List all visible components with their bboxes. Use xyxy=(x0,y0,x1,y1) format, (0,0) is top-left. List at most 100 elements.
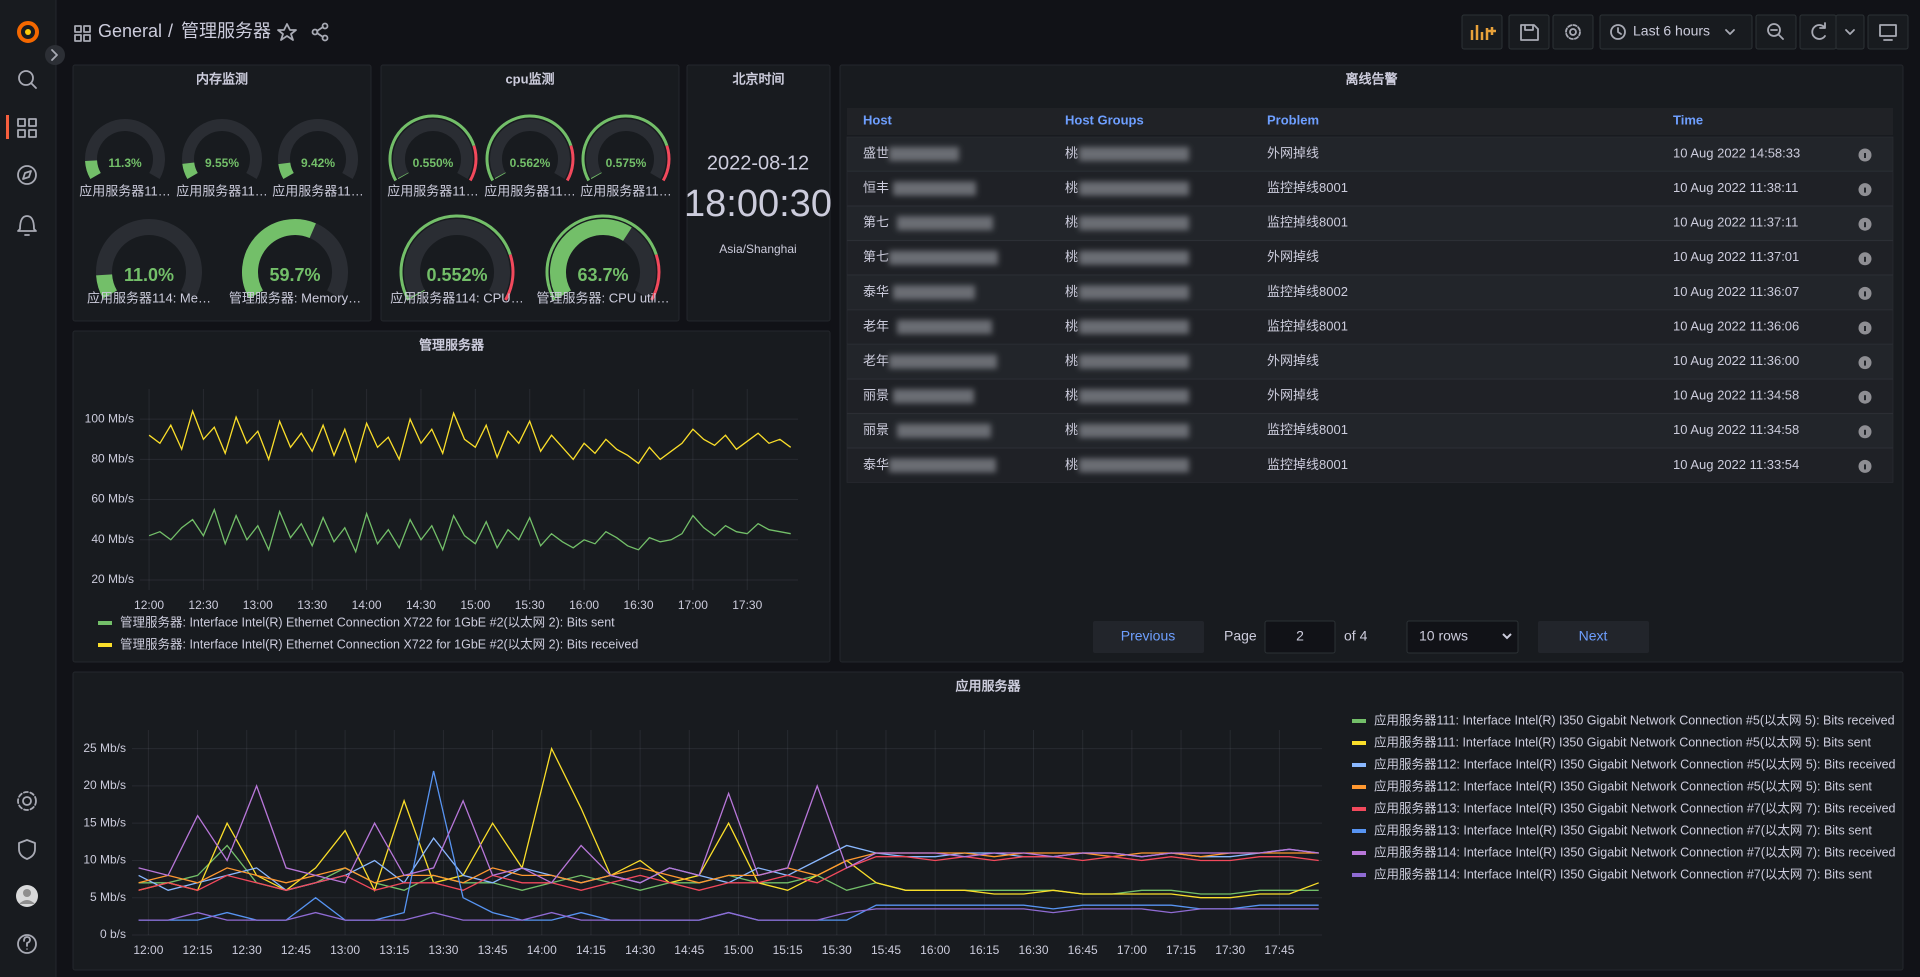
legend-swatch[interactable] xyxy=(1352,785,1366,789)
legend-swatch[interactable] xyxy=(1352,851,1366,855)
column-header[interactable]: Problem xyxy=(1267,112,1319,127)
table-cell: 外网掉线 xyxy=(1267,249,1319,264)
x-tick-label: 16:15 xyxy=(969,943,999,957)
share-button[interactable] xyxy=(311,22,329,42)
table-cell: 桃 xyxy=(1065,215,1078,230)
redacted-host xyxy=(897,423,991,438)
gauge-value xyxy=(278,162,294,179)
sidebar-expand[interactable] xyxy=(45,45,65,65)
legend-swatch[interactable] xyxy=(98,643,112,647)
save-button[interactable] xyxy=(1508,14,1550,50)
gauge-value-label: 59.7% xyxy=(269,265,320,285)
legend-swatch[interactable] xyxy=(1352,763,1366,767)
legend-label[interactable]: 应用服务器111: Interface Intel(R) I350 Gigabi… xyxy=(1374,734,1871,749)
refresh-button[interactable] xyxy=(1799,14,1837,50)
config-icon[interactable] xyxy=(17,791,37,811)
gauge-track xyxy=(85,119,165,179)
help-icon[interactable] xyxy=(17,934,37,954)
page-number: 2 xyxy=(1296,628,1304,644)
column-header[interactable]: Host xyxy=(863,112,893,127)
legend-swatch[interactable] xyxy=(1352,873,1366,877)
gauge-value-label: 63.7% xyxy=(577,265,628,285)
rows-select[interactable] xyxy=(1406,620,1519,654)
legend-label[interactable]: 应用服务器112: Interface Intel(R) I350 Gigabi… xyxy=(1374,778,1872,793)
grafana-logo[interactable] xyxy=(17,21,39,43)
y-tick-label: 25 Mb/s xyxy=(83,741,126,755)
page-count: of 4 xyxy=(1344,628,1368,644)
time-range: Last 6 hours xyxy=(1633,23,1710,39)
column-header[interactable]: Time xyxy=(1673,112,1703,127)
alerting-icon[interactable] xyxy=(17,215,37,236)
x-tick-label: 15:45 xyxy=(871,943,901,957)
x-tick-label: 15:30 xyxy=(822,943,852,957)
x-tick-label: 13:30 xyxy=(428,943,458,957)
legend-swatch[interactable] xyxy=(1352,719,1366,723)
x-tick-label: 17:00 xyxy=(678,598,708,612)
gauge-threshold xyxy=(399,214,512,301)
next-button[interactable] xyxy=(1538,621,1649,653)
redacted-host xyxy=(897,216,993,231)
legend-label[interactable]: 应用服务器114: Interface Intel(R) I350 Gigabi… xyxy=(1374,844,1896,859)
explore-icon[interactable] xyxy=(17,165,37,185)
shield-icon[interactable] xyxy=(18,839,36,860)
time-picker[interactable] xyxy=(1599,14,1753,50)
redacted-host xyxy=(889,250,998,265)
x-tick-label: 17:00 xyxy=(1117,943,1147,957)
legend-label[interactable]: 应用服务器114: Interface Intel(R) I350 Gigabi… xyxy=(1374,866,1872,881)
gauge-value-label: 9.42% xyxy=(301,156,335,170)
legend-swatch[interactable] xyxy=(98,621,112,625)
table-cell: 监控掉线8001 xyxy=(1267,318,1348,333)
table-cell: 桃 xyxy=(1065,353,1078,368)
x-tick-label: 14:45 xyxy=(674,943,704,957)
gauge-track xyxy=(96,219,202,299)
legend-label[interactable]: 管理服务器: Interface Intel(R) Ethernet Conne… xyxy=(120,636,638,651)
previous-button[interactable] xyxy=(1093,621,1204,653)
gauge-threshold xyxy=(650,254,661,301)
gauge-value-label: 0.575% xyxy=(606,156,647,170)
next-label: Next xyxy=(1579,628,1608,644)
table-row xyxy=(846,413,1894,449)
redacted-group xyxy=(1079,458,1189,473)
panel-title: 离线告警 xyxy=(1345,71,1397,86)
x-tick-label: 13:15 xyxy=(379,943,409,957)
table-row xyxy=(846,378,1894,414)
legend-swatch[interactable] xyxy=(1352,829,1366,833)
settings-button[interactable] xyxy=(1552,14,1594,50)
info-icon-glyph xyxy=(1864,256,1866,262)
table-cell: 桃 xyxy=(1065,180,1078,195)
user-avatar[interactable] xyxy=(16,885,38,907)
gauge-label: 应用服务器11… xyxy=(580,183,672,198)
legend-swatch[interactable] xyxy=(1352,741,1366,745)
tv-mode-button[interactable] xyxy=(1867,14,1909,50)
refresh-interval-button[interactable] xyxy=(1835,14,1865,50)
sidebar xyxy=(0,0,56,977)
table-cell: 第七 xyxy=(863,215,889,230)
gauge-label: 应用服务器11… xyxy=(176,183,268,198)
legend-label[interactable]: 应用服务器112: Interface Intel(R) I350 Gigabi… xyxy=(1374,756,1896,771)
gauge-threshold xyxy=(581,114,669,182)
legend-label[interactable]: 应用服务器113: Interface Intel(R) I350 Gigabi… xyxy=(1374,822,1872,837)
gauge-label: 应用服务器11… xyxy=(79,183,171,198)
star-button[interactable] xyxy=(277,23,297,41)
table-cell: 10 Aug 2022 11:38:11 xyxy=(1673,180,1798,195)
gauge-threshold xyxy=(468,145,478,182)
legend-label[interactable]: 应用服务器113: Interface Intel(R) I350 Gigabi… xyxy=(1374,800,1896,815)
search-icon[interactable] xyxy=(18,70,37,89)
breadcrumb-folder[interactable]: General xyxy=(98,21,162,41)
legend-label[interactable]: 应用服务器111: Interface Intel(R) I350 Gigabi… xyxy=(1374,712,1895,727)
gauge-track xyxy=(393,119,473,179)
legend-label[interactable]: 管理服务器: Interface Intel(R) Ethernet Conne… xyxy=(120,614,615,629)
gauge-label: 应用服务器11… xyxy=(272,183,364,198)
column-header[interactable]: Host Groups xyxy=(1065,112,1144,127)
series-line xyxy=(148,409,792,465)
table-cell: 盛世 xyxy=(863,145,889,160)
gauge-threshold xyxy=(545,214,658,301)
x-tick-label: 16:30 xyxy=(1018,943,1048,957)
x-tick-label: 14:15 xyxy=(576,943,606,957)
legend-swatch[interactable] xyxy=(1352,807,1366,811)
dashboards-icon[interactable] xyxy=(17,118,37,138)
x-tick-label: 13:45 xyxy=(478,943,508,957)
zoom-out-button[interactable] xyxy=(1755,14,1797,50)
page-input[interactable] xyxy=(1264,620,1336,654)
table-row xyxy=(846,448,1894,483)
